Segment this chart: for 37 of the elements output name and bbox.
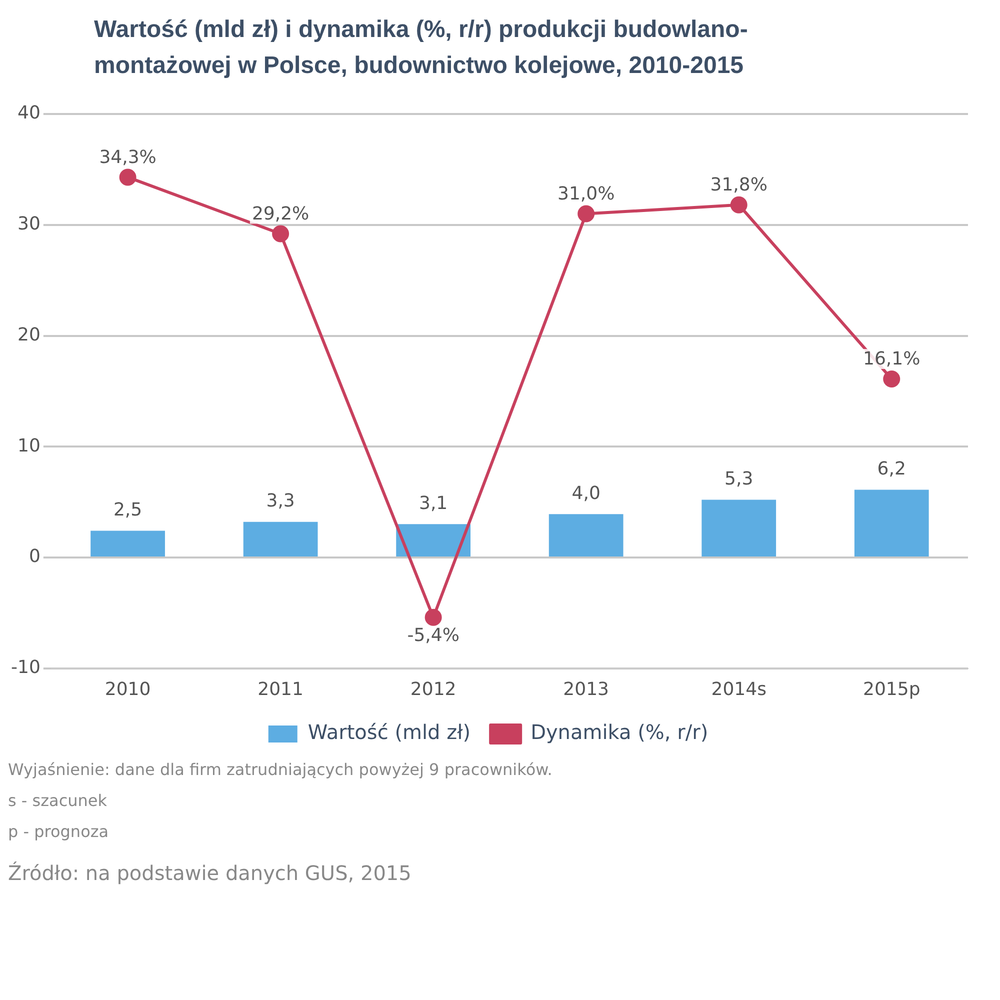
x-tick-label: 2012 <box>410 678 456 700</box>
data-label: 34,3% <box>99 146 156 168</box>
data-label: 5,3 <box>724 468 754 490</box>
x-tick-label: 2015p <box>863 678 920 700</box>
data-label: 31,8% <box>710 174 768 196</box>
chart-title: Wartość (mld zł) i dynamika (%, r/r) produkcji budowlano-montażowej w Polsce, budownictwo kolejowe, 2010-2015 <box>94 15 749 81</box>
x-tick-label: 2011 <box>258 678 304 700</box>
data-label: 16,1% <box>863 348 920 370</box>
data-label: 4,0 <box>572 482 600 504</box>
x-tick-label: 2013 <box>563 678 609 700</box>
x-tick-label: 2014s <box>711 678 766 700</box>
y-tick-label: 30 <box>17 214 40 235</box>
data-label: 6,2 <box>877 458 906 480</box>
data-label: 31,0% <box>557 183 615 204</box>
data-label: 2,5 <box>113 499 142 520</box>
point <box>272 225 290 242</box>
y-tick-label: 0 <box>28 546 40 568</box>
point <box>883 370 900 388</box>
point <box>578 205 595 222</box>
point <box>730 196 748 214</box>
text: Źródło: na podstawie danych GUS, 2015 <box>8 861 412 885</box>
y-tick-label: -10 <box>10 657 40 678</box>
point <box>119 168 136 186</box>
legend-label: Dynamika (%, r/r) <box>530 720 708 744</box>
data-label: 29,2% <box>252 203 310 224</box>
text: p - prognoza <box>8 822 110 841</box>
y-tick-label: 10 <box>17 435 40 456</box>
y-tick-label: 40 <box>17 102 40 124</box>
text: Wyjaśnienie: dane dla firm zatrudniających powyżej 9 pracowników. <box>8 760 554 779</box>
y-tick-label: 20 <box>17 324 40 346</box>
x-tick-label: 2010 <box>104 678 151 700</box>
data-label: -5,4% <box>407 625 460 646</box>
legend-label: Wartość (mld zł) <box>308 720 471 744</box>
text: s - szacunek <box>8 791 108 810</box>
data-label: 3,1 <box>418 492 448 514</box>
point <box>424 608 442 626</box>
data-label: 3,3 <box>266 490 295 512</box>
